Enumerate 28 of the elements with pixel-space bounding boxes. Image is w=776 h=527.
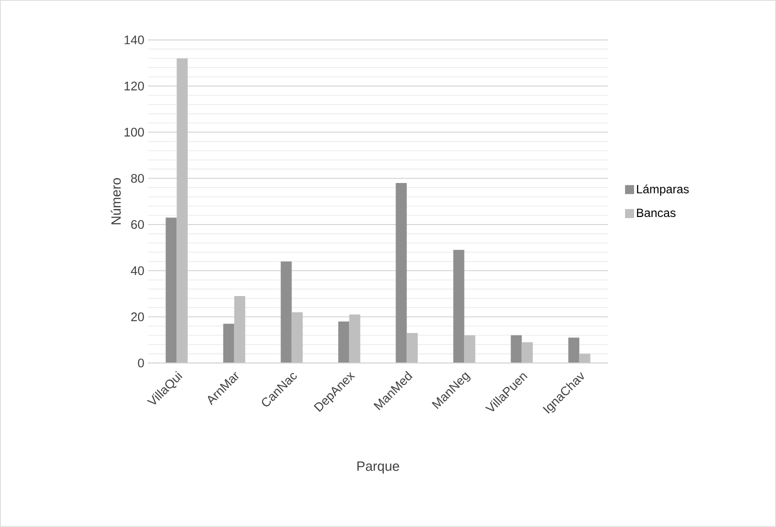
bar [166,218,177,364]
y-tick-label: 20 [131,312,144,322]
y-tick-label: 40 [130,266,144,276]
bar [349,314,360,364]
bar [234,296,246,364]
legend-label: Lámparas [637,184,689,196]
bar [453,250,464,364]
bar [176,58,188,364]
y-tick-label: 120 [124,82,144,90]
bar [510,335,522,364]
bar [579,354,590,364]
y-tick-label: 0 [138,358,144,368]
bar [522,342,533,364]
bar [396,183,407,364]
bar [464,335,476,364]
bar [223,324,234,364]
x-axis-title: Parque [357,462,400,474]
legend-label: Bancas [637,208,676,218]
bar [568,338,580,364]
bar [280,261,292,364]
y-axis-title: Número [110,178,121,224]
y-tick-label: 60 [131,220,144,229]
y-tick-label: 80 [131,174,144,183]
y-tick-label: 100 [124,128,144,137]
bar [292,312,303,364]
bar [406,333,418,364]
bar [338,321,350,364]
y-tick-label: 140 [124,36,144,44]
